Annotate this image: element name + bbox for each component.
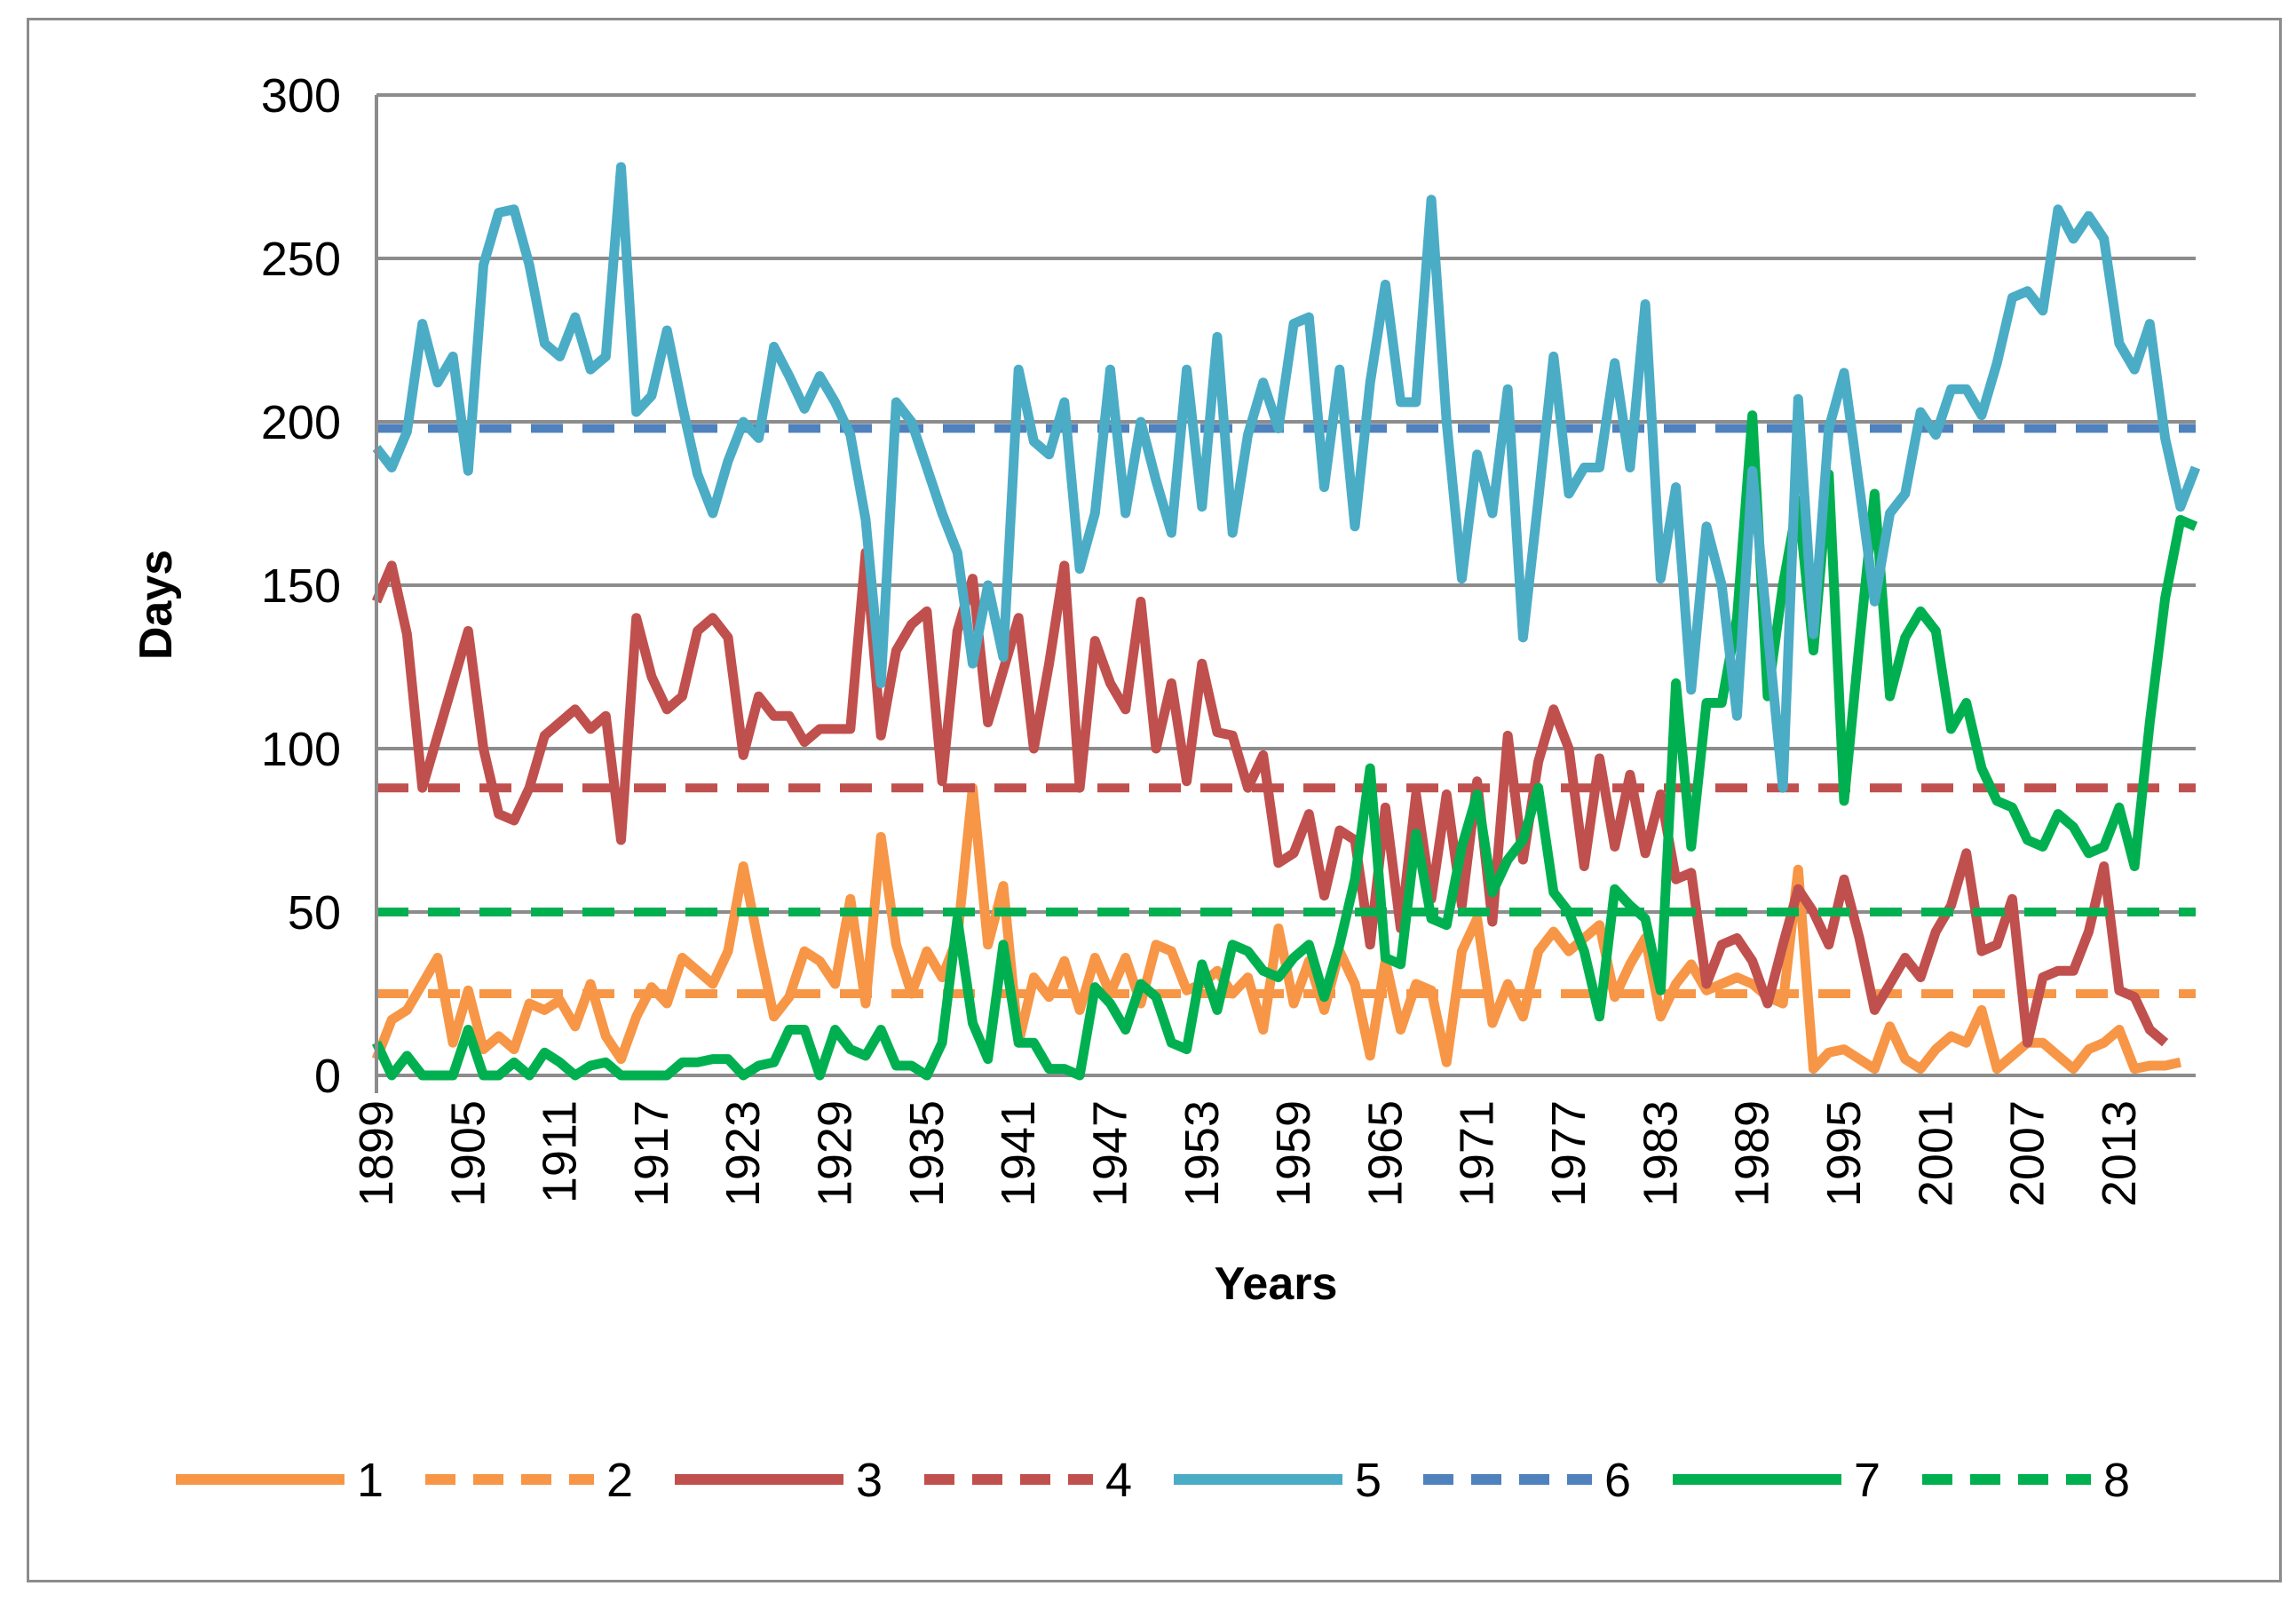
legend-label-2: 2 <box>606 1454 633 1507</box>
legend-label-4: 4 <box>1105 1454 1132 1507</box>
x-tick-label: 1971 <box>1451 1100 1504 1207</box>
x-tick-label: 1983 <box>1634 1100 1687 1207</box>
chart-frame: 0 50 100 150 200 250 300 1899 1905 1911 1917 1923 1… <box>27 18 2282 1582</box>
x-tick-label: 1947 <box>1083 1100 1136 1207</box>
y-tick-label: 100 <box>261 723 341 776</box>
x-tick-label: 1953 <box>1176 1100 1229 1207</box>
y-tick-label: 150 <box>261 559 341 613</box>
legend-label-7: 7 <box>1854 1454 1880 1507</box>
series-3-line <box>371 547 2169 1048</box>
x-tick-label: 1935 <box>900 1100 954 1207</box>
x-axis-title: Years <box>1215 1258 1338 1310</box>
series-1-line <box>371 782 2181 1075</box>
x-tick-label: 1959 <box>1267 1100 1320 1207</box>
legend-label-5: 5 <box>1355 1454 1382 1507</box>
gridlines <box>376 93 2196 1077</box>
legend-label-8: 8 <box>2103 1454 2130 1507</box>
legend: 1 2 3 4 5 6 7 8 <box>176 1454 2130 1507</box>
y-tick-label: 0 <box>314 1050 341 1103</box>
x-tick-label: 1923 <box>717 1100 770 1207</box>
legend-label-3: 3 <box>856 1454 883 1507</box>
x-tick-label: 1917 <box>625 1100 678 1207</box>
x-tick-label: 1965 <box>1358 1100 1412 1207</box>
y-axis-title: Days <box>131 550 182 660</box>
legend-label-6: 6 <box>1604 1454 1631 1507</box>
y-axis-ticks: 0 50 100 150 200 250 300 <box>261 69 341 1103</box>
x-tick-label: 1929 <box>809 1100 862 1207</box>
x-tick-label: 2001 <box>1909 1100 1962 1207</box>
x-tick-label: 1995 <box>1817 1100 1871 1207</box>
x-tick-label: 1977 <box>1542 1100 1595 1207</box>
x-tick-label: 1905 <box>441 1100 495 1207</box>
x-tick-label: 1941 <box>992 1100 1045 1207</box>
y-tick-label: 200 <box>261 396 341 449</box>
legend-label-1: 1 <box>357 1454 384 1507</box>
x-axis-ticks: 1899 1905 1911 1917 1923 1929 1935 1941 1947 1953… <box>350 1100 2146 1207</box>
x-tick-label: 1989 <box>1726 1100 1779 1207</box>
series-5-line <box>372 162 2201 793</box>
x-tick-label: 1899 <box>350 1100 403 1207</box>
series-lines <box>371 162 2201 1081</box>
y-tick-label: 300 <box>261 69 341 123</box>
series-7-line <box>372 410 2198 1081</box>
y-tick-label: 250 <box>261 233 341 286</box>
x-tick-label: 1911 <box>534 1100 587 1203</box>
y-tick-label: 50 <box>288 886 341 940</box>
x-tick-label: 2013 <box>2093 1100 2146 1207</box>
x-tick-label: 2007 <box>2001 1100 2055 1207</box>
